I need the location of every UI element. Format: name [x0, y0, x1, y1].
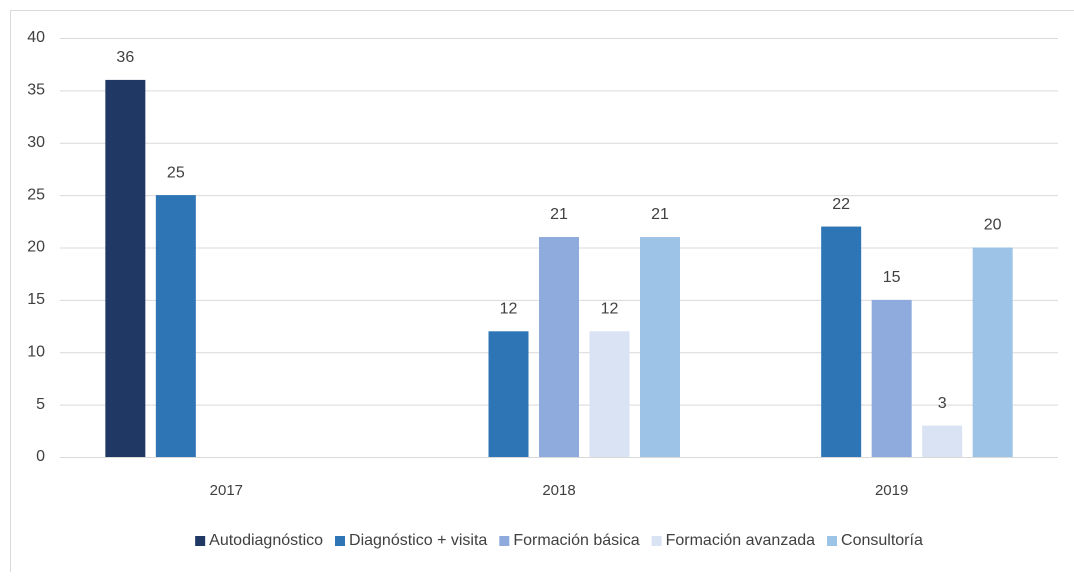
- y-tick-label: 20: [27, 239, 45, 256]
- y-tick-label: 30: [27, 134, 45, 151]
- legend-swatch: [195, 536, 205, 546]
- value-label: 22: [832, 196, 850, 213]
- legend-swatch: [652, 536, 662, 546]
- legend-label: Formación básica: [513, 532, 639, 549]
- y-tick-label: 35: [27, 82, 45, 99]
- legend-label: Consultoría: [841, 532, 923, 549]
- bar: [539, 237, 579, 457]
- bar: [821, 227, 861, 457]
- bar: [640, 237, 680, 457]
- legend-label: Autodiagnóstico: [209, 532, 323, 549]
- legend-swatch: [335, 536, 345, 546]
- y-tick-label: 25: [27, 186, 45, 203]
- value-label: 21: [651, 206, 669, 223]
- bar: [105, 80, 145, 457]
- value-label: 21: [550, 206, 568, 223]
- bar: [922, 426, 962, 457]
- value-label: 15: [883, 269, 901, 286]
- value-label: 25: [167, 164, 185, 181]
- legend-label: Diagnóstico + visita: [349, 532, 487, 549]
- x-tick-label: 2017: [210, 482, 243, 499]
- y-tick-label: 15: [27, 291, 45, 308]
- legend-swatch: [827, 536, 837, 546]
- y-tick-label: 0: [36, 448, 45, 465]
- bar: [590, 331, 630, 457]
- bar: [872, 300, 912, 457]
- x-tick-label: 2018: [542, 482, 575, 499]
- value-label: 12: [601, 301, 619, 318]
- bar: [489, 331, 529, 457]
- value-label: 12: [500, 301, 518, 318]
- x-tick-label: 2019: [875, 482, 908, 499]
- value-label: 3: [938, 395, 947, 412]
- y-tick-label: 10: [27, 343, 45, 360]
- value-label: 36: [116, 49, 134, 66]
- legend-label: Formación avanzada: [666, 532, 816, 549]
- bar: [973, 248, 1013, 458]
- legend-swatch: [499, 536, 509, 546]
- bar: [156, 195, 196, 457]
- y-tick-label: 5: [36, 396, 45, 413]
- y-tick-label: 40: [27, 29, 45, 46]
- value-label: 20: [984, 217, 1002, 234]
